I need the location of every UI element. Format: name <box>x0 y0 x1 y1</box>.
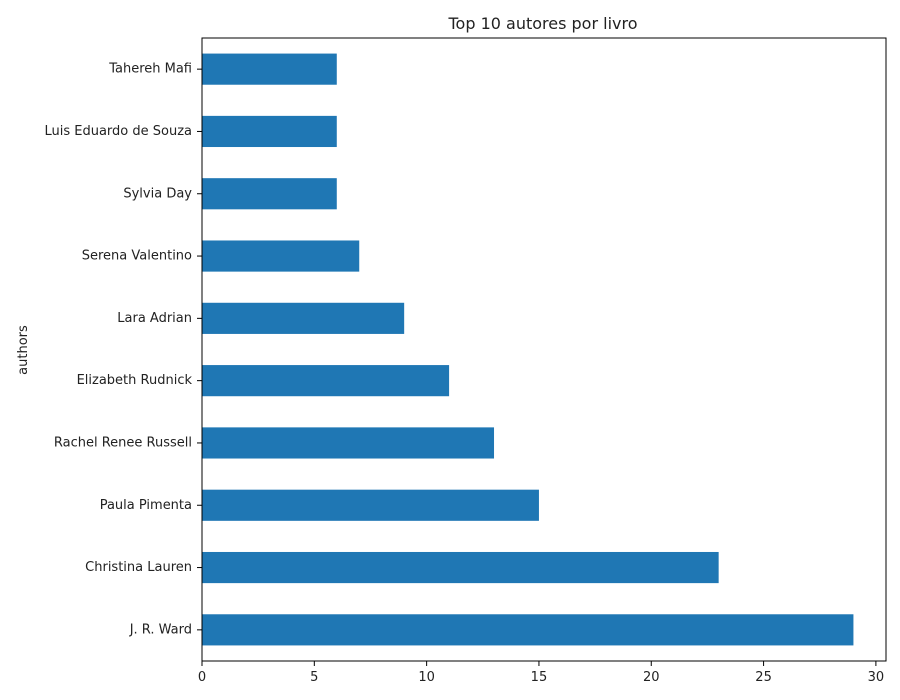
bar <box>202 427 495 459</box>
y-tick-label: Serena Valentino <box>82 249 192 264</box>
x-tick-label: 15 <box>531 670 548 685</box>
bar <box>202 115 337 148</box>
y-tick-label: J. R. Ward <box>129 622 192 637</box>
y-tick-label: Rachel Renee Russell <box>54 435 192 450</box>
x-tick-label: 0 <box>198 670 206 685</box>
bar <box>202 178 337 210</box>
bar <box>202 302 405 334</box>
y-tick-label: Paula Pimenta <box>100 498 192 513</box>
x-tick-label: 25 <box>755 670 772 685</box>
y-tick-label: Elizabeth Rudnick <box>77 373 193 388</box>
x-tick-label: 20 <box>643 670 660 685</box>
y-tick-label: Christina Lauren <box>85 560 192 575</box>
x-tick-label: 5 <box>310 670 318 685</box>
y-axis-title: authors <box>16 325 31 375</box>
bar <box>202 614 854 646</box>
y-tick-label: Lara Adrian <box>117 311 192 326</box>
bar <box>202 489 539 521</box>
y-tick-label: Sylvia Day <box>123 186 192 201</box>
y-tick-label: Luis Eduardo de Souza <box>44 124 192 139</box>
plot-area: J. R. Ward Christina Lauren Paula Pimenta R… <box>44 37 887 685</box>
plot-frame <box>201 37 887 662</box>
x-tick-label: 30 <box>868 670 885 685</box>
x-tick-label: 10 <box>418 670 435 685</box>
bar <box>202 551 719 584</box>
y-tick-label: Tahereh Mafi <box>108 62 192 77</box>
bar <box>202 53 337 85</box>
chart-title: Top 10 autores por livro <box>447 14 637 33</box>
bar <box>202 240 360 272</box>
bar <box>202 365 450 397</box>
